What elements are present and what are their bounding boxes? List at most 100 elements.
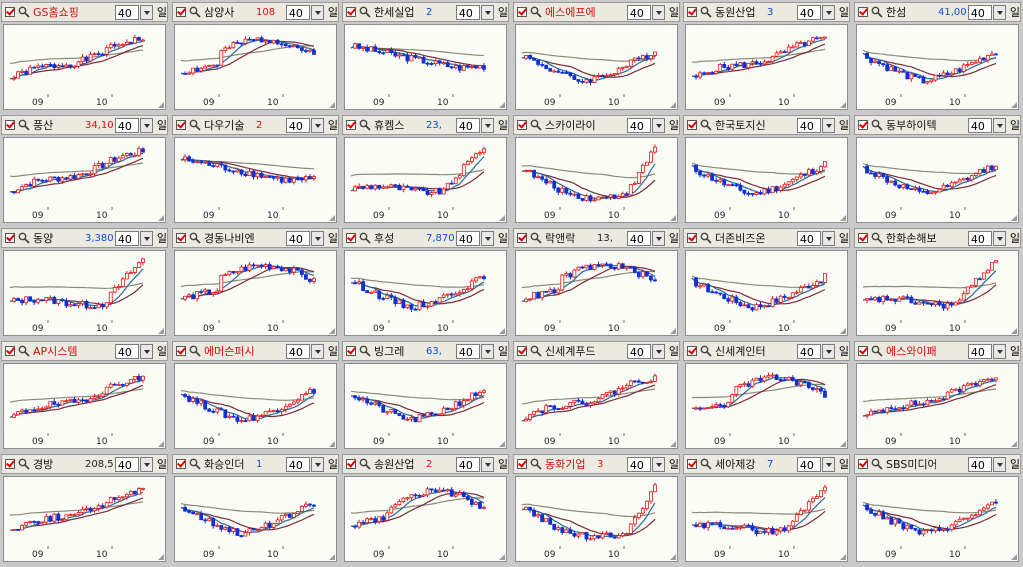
resize-grip[interactable] [840,328,846,334]
select-checkbox[interactable] [687,233,697,243]
search-icon[interactable] [18,345,30,357]
stock-name[interactable]: 세아제강 [715,458,756,471]
period-dropdown-button[interactable] [480,4,494,20]
period-input[interactable]: 40 [967,456,992,472]
candlestick-chart[interactable]: 09 10 [174,476,337,562]
period-dropdown-button[interactable] [651,117,665,133]
period-input[interactable]: 40 [626,230,651,246]
resize-grip[interactable] [840,441,846,447]
period-input[interactable]: 40 [114,4,139,20]
chart-unit-label[interactable]: 일 [156,232,167,245]
candlestick-chart[interactable]: 09 10 [3,24,166,110]
period-dropdown-button[interactable] [139,4,153,20]
stock-name[interactable]: 빙그레 [374,345,405,358]
period-input[interactable]: 40 [796,4,821,20]
stock-name[interactable]: 풍산 [33,119,54,132]
search-icon[interactable] [18,458,30,470]
select-checkbox[interactable] [346,459,356,469]
stock-name[interactable]: 에스에프에이 [545,6,595,19]
chart-unit-label[interactable]: 일 [497,6,508,19]
period-input[interactable]: 40 [967,230,992,246]
chart-unit-label[interactable]: 일 [497,458,508,471]
period-input[interactable]: 40 [285,456,310,472]
search-icon[interactable] [18,232,30,244]
period-input[interactable]: 40 [455,117,480,133]
search-icon[interactable] [530,345,542,357]
resize-grip[interactable] [499,554,505,560]
select-checkbox[interactable] [176,459,186,469]
candlestick-chart[interactable]: 09 10 [685,24,848,110]
select-checkbox[interactable] [5,233,15,243]
chart-unit-label[interactable]: 일 [838,345,849,358]
stock-name[interactable]: 동부하이텍 [886,119,936,132]
period-dropdown-button[interactable] [821,4,835,20]
select-checkbox[interactable] [687,346,697,356]
period-dropdown-button[interactable] [310,117,324,133]
period-dropdown-button[interactable] [480,456,494,472]
candlestick-chart[interactable]: 09 10 [685,250,848,336]
chart-unit-label[interactable]: 일 [668,6,679,19]
candlestick-chart[interactable]: 09 10 [344,137,507,223]
chart-unit-label[interactable]: 일 [327,119,338,132]
resize-grip[interactable] [670,441,676,447]
search-icon[interactable] [700,6,712,18]
chart-unit-label[interactable]: 일 [327,6,338,19]
candlestick-chart[interactable]: 09 10 [515,137,678,223]
resize-grip[interactable] [840,554,846,560]
select-checkbox[interactable] [858,346,868,356]
candlestick-chart[interactable]: 09 10 [344,250,507,336]
candlestick-chart[interactable]: 09 10 [685,137,848,223]
chart-unit-label[interactable]: 일 [838,119,849,132]
candlestick-chart[interactable]: 09 10 [3,476,166,562]
search-icon[interactable] [530,6,542,18]
period-input[interactable]: 40 [796,230,821,246]
resize-grip[interactable] [670,554,676,560]
period-dropdown-button[interactable] [480,230,494,246]
search-icon[interactable] [700,345,712,357]
period-dropdown-button[interactable] [310,230,324,246]
select-checkbox[interactable] [5,346,15,356]
resize-grip[interactable] [1011,102,1017,108]
period-input[interactable]: 40 [626,343,651,359]
select-checkbox[interactable] [858,233,868,243]
candlestick-chart[interactable]: 09 10 [515,363,678,449]
period-dropdown-button[interactable] [310,4,324,20]
period-input[interactable]: 40 [455,456,480,472]
search-icon[interactable] [359,345,371,357]
search-icon[interactable] [871,458,883,470]
search-icon[interactable] [18,6,30,18]
resize-grip[interactable] [1011,215,1017,221]
candlestick-chart[interactable]: 09 10 [174,137,337,223]
stock-name[interactable]: 동화기업 [545,458,586,471]
candlestick-chart[interactable]: 09 10 [856,363,1019,449]
search-icon[interactable] [871,345,883,357]
candlestick-chart[interactable]: 09 10 [174,363,337,449]
period-input[interactable]: 40 [114,117,139,133]
candlestick-chart[interactable]: 09 10 [3,250,166,336]
period-dropdown-button[interactable] [821,343,835,359]
stock-name[interactable]: 휴켐스 [374,119,405,132]
candlestick-chart[interactable]: 09 10 [174,24,337,110]
select-checkbox[interactable] [5,120,15,130]
period-input[interactable]: 40 [285,230,310,246]
candlestick-chart[interactable]: 09 10 [344,476,507,562]
chart-unit-label[interactable]: 일 [327,232,338,245]
period-dropdown-button[interactable] [992,4,1006,20]
chart-unit-label[interactable]: 일 [668,458,679,471]
chart-unit-label[interactable]: 일 [838,458,849,471]
chart-unit-label[interactable]: 일 [838,232,849,245]
resize-grip[interactable] [499,215,505,221]
stock-name[interactable]: 한화손해보험 [886,232,936,245]
search-icon[interactable] [530,458,542,470]
period-dropdown-button[interactable] [651,456,665,472]
chart-unit-label[interactable]: 일 [156,119,167,132]
period-input[interactable]: 40 [626,456,651,472]
period-dropdown-button[interactable] [139,117,153,133]
search-icon[interactable] [359,119,371,131]
chart-unit-label[interactable]: 일 [497,345,508,358]
search-icon[interactable] [871,119,883,131]
resize-grip[interactable] [670,328,676,334]
select-checkbox[interactable] [346,120,356,130]
stock-name[interactable]: SBS미디어홀 [886,458,936,471]
period-dropdown-button[interactable] [139,343,153,359]
